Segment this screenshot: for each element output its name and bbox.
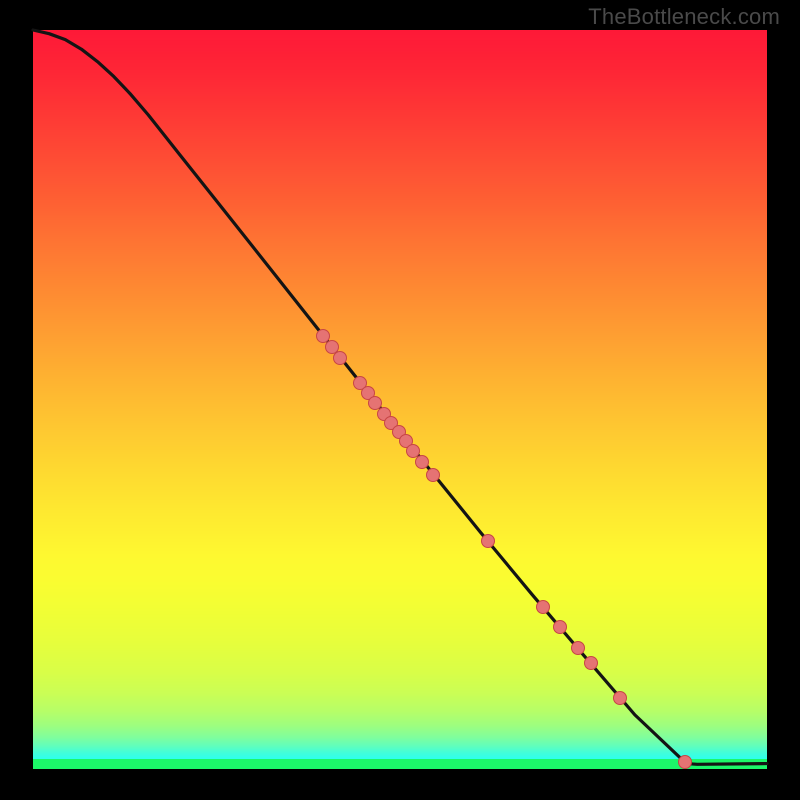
chart-frame: TheBottleneck.com [0,0,800,800]
attribution-text: TheBottleneck.com [588,4,780,30]
plot-area [33,30,767,768]
marker-layer [33,30,767,768]
